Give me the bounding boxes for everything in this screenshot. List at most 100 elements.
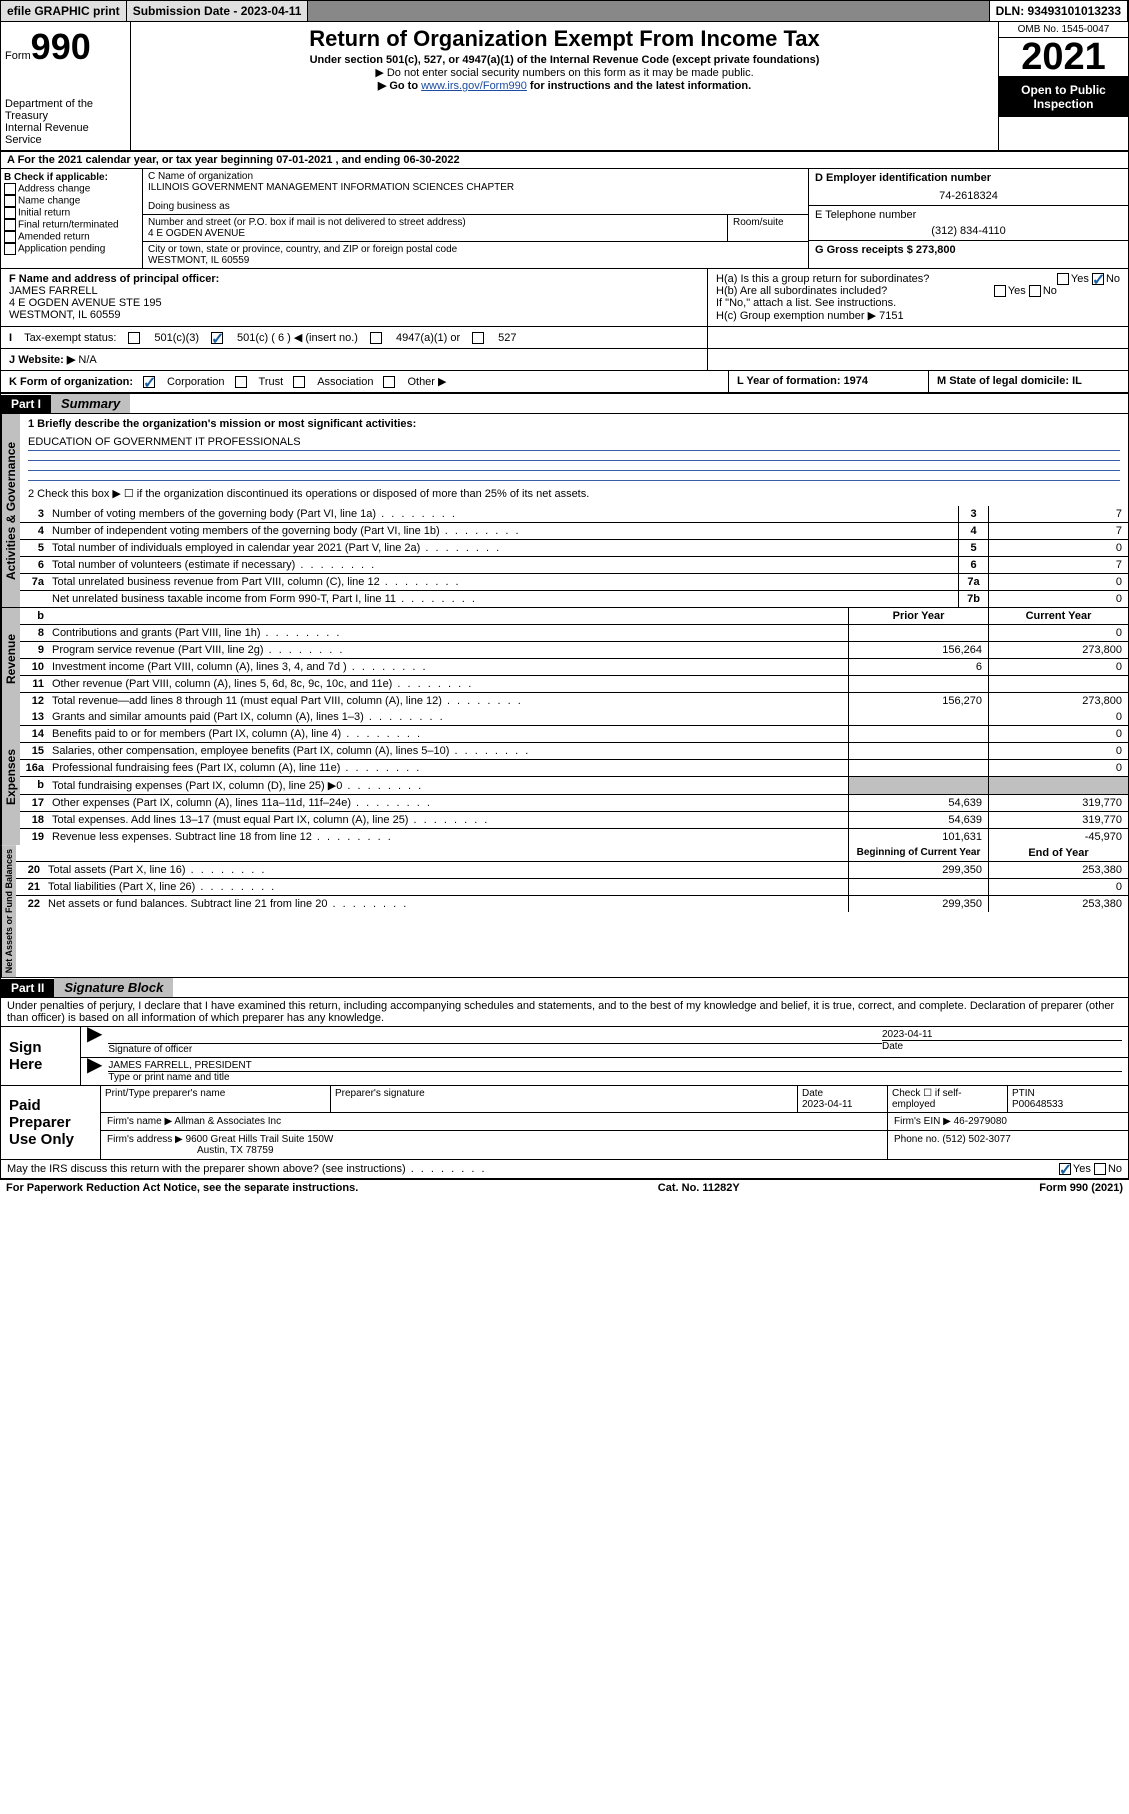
note-link: ▶ Go to www.irs.gov/Form990 for instruct… bbox=[139, 79, 990, 92]
part2-badge: Part II bbox=[1, 979, 54, 997]
hc: H(c) Group exemption number ▶ 7151 bbox=[716, 309, 1120, 322]
dln: DLN: 93493101013233 bbox=[990, 1, 1128, 21]
spacer bbox=[308, 1, 989, 21]
sign-here-block: Sign Here ▶ Signature of officer 2023-04… bbox=[0, 1027, 1129, 1086]
data-line: 13Grants and similar amounts paid (Part … bbox=[20, 709, 1128, 726]
ein-val: 74-2618324 bbox=[815, 184, 1122, 202]
header-mid: Return of Organization Exempt From Incom… bbox=[131, 22, 998, 150]
form-number: Form990 bbox=[5, 26, 126, 68]
city-val: WESTMONT, IL 60559 bbox=[148, 255, 457, 266]
telephone: E Telephone number (312) 834-4110 bbox=[809, 206, 1128, 241]
may-yesno: Yes No bbox=[1059, 1163, 1122, 1175]
org-name: C Name of organization ILLINOIS GOVERNME… bbox=[143, 169, 808, 214]
submission-date: Submission Date - 2023-04-11 bbox=[127, 1, 309, 21]
vlabel-rev: Revenue bbox=[1, 608, 20, 709]
data-line: 5Total number of individuals employed in… bbox=[20, 540, 1128, 557]
data-line: 16aProfessional fundraising fees (Part I… bbox=[20, 760, 1128, 777]
officer: F Name and address of principal officer:… bbox=[1, 269, 708, 326]
header-left: Form990 Department of the Treasury Inter… bbox=[1, 22, 131, 150]
form-990: 990 bbox=[31, 26, 91, 67]
form-title: Return of Organization Exempt From Incom… bbox=[139, 26, 990, 52]
prep-name: Print/Type preparer's name bbox=[101, 1086, 331, 1112]
may-discuss: May the IRS discuss this return with the… bbox=[0, 1160, 1129, 1180]
data-line: 6Total number of volunteers (estimate if… bbox=[20, 557, 1128, 574]
city: City or town, state or province, country… bbox=[143, 242, 462, 268]
dept: Department of the Treasury Internal Reve… bbox=[5, 98, 126, 146]
data-line: 7aTotal unrelated business revenue from … bbox=[20, 574, 1128, 591]
self-employed: Check ☐ if self-employed bbox=[888, 1086, 1008, 1112]
data-line: 4Number of independent voting members of… bbox=[20, 523, 1128, 540]
paid-body: Print/Type preparer's name Preparer's si… bbox=[101, 1086, 1128, 1159]
note-ssn: ▶ Do not enter social security numbers o… bbox=[139, 66, 990, 79]
part1-header: Part I Summary bbox=[0, 394, 1129, 414]
form-subtitle: Under section 501(c), 527, or 4947(a)(1)… bbox=[139, 54, 990, 66]
net-headers: Beginning of Current Year End of Year bbox=[16, 845, 1128, 862]
form-header: Form990 Department of the Treasury Inter… bbox=[0, 22, 1129, 152]
b-header: B Check if applicable: bbox=[4, 172, 139, 183]
ein: D Employer identification number 74-2618… bbox=[809, 169, 1128, 206]
may-text: May the IRS discuss this return with the… bbox=[7, 1163, 487, 1175]
year-formation: L Year of formation: 1974 bbox=[728, 371, 928, 392]
data-line: 18Total expenses. Add lines 13–17 (must … bbox=[20, 812, 1128, 829]
paid-preparer-block: Paid Preparer Use Only Print/Type prepar… bbox=[0, 1086, 1129, 1160]
exp-body: 13Grants and similar amounts paid (Part … bbox=[20, 709, 1128, 845]
line2: 2 Check this box ▶ ☐ if the organization… bbox=[20, 481, 1128, 506]
website: J Website: ▶ N/A bbox=[1, 349, 708, 370]
paid-label: Paid Preparer Use Only bbox=[1, 1086, 101, 1159]
sig-officer: Signature of officer bbox=[108, 1029, 882, 1055]
data-line: 17Other expenses (Part IX, column (A), l… bbox=[20, 795, 1128, 812]
note-pre: ▶ Go to bbox=[378, 80, 421, 92]
data-line: 15Salaries, other compensation, employee… bbox=[20, 743, 1128, 760]
tel-label: E Telephone number bbox=[815, 209, 1122, 221]
street-val: 4 E OGDEN AVENUE bbox=[148, 228, 722, 239]
mission: EDUCATION OF GOVERNMENT IT PROFESSIONALS bbox=[28, 434, 1120, 451]
vlabel-gov: Activities & Governance bbox=[1, 414, 20, 607]
section-governance: Activities & Governance 1 Briefly descri… bbox=[0, 414, 1129, 608]
firm-phone: Phone no. (512) 502-3077 bbox=[888, 1131, 1128, 1159]
street-label: Number and street (or P.O. box if mail i… bbox=[148, 217, 722, 228]
irs-link[interactable]: www.irs.gov/Form990 bbox=[421, 80, 527, 92]
k-label: K Form of organization: bbox=[9, 376, 133, 388]
data-line: 21Total liabilities (Part X, line 26)0 bbox=[16, 879, 1128, 896]
firm-name: Firm's name ▶ Allman & Associates Inc bbox=[101, 1113, 888, 1130]
row-a: A For the 2021 calendar year, or tax yea… bbox=[0, 152, 1129, 169]
street: Number and street (or P.O. box if mail i… bbox=[143, 215, 728, 241]
name-label: C Name of organization bbox=[148, 171, 803, 182]
penalty-text: Under penalties of perjury, I declare th… bbox=[0, 998, 1129, 1027]
arrow-icon: ▶ bbox=[87, 1060, 102, 1083]
col-headers: b Prior Year Current Year bbox=[20, 608, 1128, 625]
b-item: Address change bbox=[4, 183, 139, 195]
net-body: Beginning of Current Year End of Year 20… bbox=[16, 845, 1128, 977]
prep-sig: Preparer's signature bbox=[331, 1086, 798, 1112]
ein-label: D Employer identification number bbox=[815, 172, 991, 184]
vlabel-exp: Expenses bbox=[1, 709, 20, 845]
gross-receipts: G Gross receipts $ 273,800 bbox=[809, 241, 1128, 259]
org-form: K Form of organization: Corporation Trus… bbox=[1, 371, 728, 392]
sign-here-label: Sign Here bbox=[1, 1027, 81, 1085]
state-domicile: M State of legal domicile: IL bbox=[928, 371, 1128, 392]
name-val: ILLINOIS GOVERNMENT MANAGEMENT INFORMATI… bbox=[148, 182, 803, 193]
f-label: F Name and address of principal officer: bbox=[9, 273, 219, 285]
row-j: J Website: ▶ N/A bbox=[0, 349, 1129, 371]
sig-name: JAMES FARRELL, PRESIDENT Type or print n… bbox=[108, 1060, 1122, 1083]
sig-date: 2023-04-11 Date bbox=[882, 1029, 1122, 1055]
data-line: 22Net assets or fund balances. Subtract … bbox=[16, 896, 1128, 912]
efile-button[interactable]: efile GRAPHIC print bbox=[1, 1, 127, 21]
hb-note: If "No," attach a list. See instructions… bbox=[716, 297, 1120, 309]
room-suite: Room/suite bbox=[728, 215, 808, 241]
section-net: Net Assets or Fund Balances Beginning of… bbox=[0, 845, 1129, 978]
part1-title: Summary bbox=[51, 394, 130, 413]
data-line: 10Investment income (Part VIII, column (… bbox=[20, 659, 1128, 676]
b-item: Amended return bbox=[4, 231, 139, 243]
f-val: JAMES FARRELL 4 E OGDEN AVENUE STE 195 W… bbox=[9, 285, 699, 321]
col-d: D Employer identification number 74-2618… bbox=[808, 169, 1128, 268]
section-expenses: Expenses 13Grants and similar amounts pa… bbox=[0, 709, 1129, 845]
data-line: 20Total assets (Part X, line 16)299,3502… bbox=[16, 862, 1128, 879]
data-line: 3Number of voting members of the governi… bbox=[20, 506, 1128, 523]
dba-label: Doing business as bbox=[148, 201, 803, 212]
data-line: Net unrelated business taxable income fr… bbox=[20, 591, 1128, 607]
part2-title: Signature Block bbox=[54, 978, 173, 997]
gross-val: G Gross receipts $ 273,800 bbox=[815, 244, 956, 256]
footer-right: Form 990 (2021) bbox=[1039, 1182, 1123, 1194]
row-i-right bbox=[708, 327, 1128, 348]
